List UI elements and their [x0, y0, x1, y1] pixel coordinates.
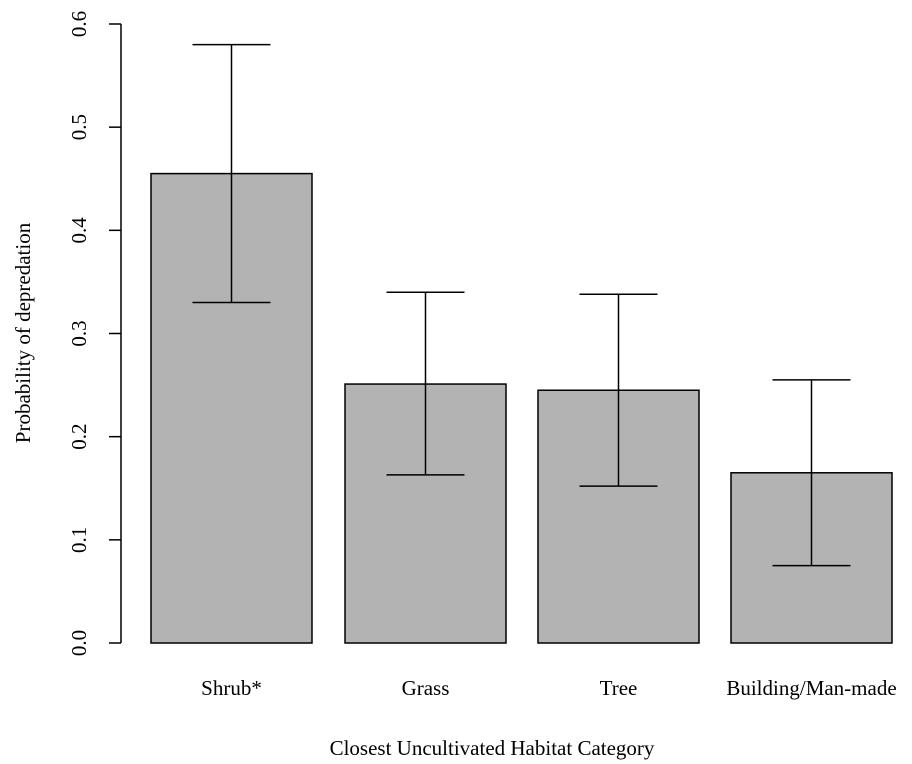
y-tick-label: 0.0: [67, 630, 91, 656]
y-tick-label: 0.3: [67, 320, 91, 346]
x-tick-label: Building/Man-made: [726, 676, 896, 700]
error-bar-group: [192, 43, 851, 567]
x-tick-label: Shrub*: [201, 676, 262, 700]
y-tick-label: 0.6: [67, 11, 91, 37]
y-tick-label: 0.2: [67, 424, 91, 450]
x-tick-label: Grass: [402, 676, 450, 700]
y-axis: 0.0 0.1 0.2 0.3 0.4 0.5 0.6: [67, 11, 122, 656]
y-tick-label: 0.1: [67, 527, 91, 553]
bar-group: [150, 172, 893, 644]
x-axis-title: Closest Uncultivated Habitat Category: [330, 736, 655, 760]
x-tick-label: Tree: [600, 676, 638, 700]
y-axis-title: Probability of depredation: [11, 222, 35, 443]
y-tick-label: 0.5: [67, 114, 91, 140]
y-tick-label: 0.4: [67, 217, 91, 244]
x-tick-label-group: Shrub* Grass Tree Building/Man-made: [201, 676, 897, 700]
